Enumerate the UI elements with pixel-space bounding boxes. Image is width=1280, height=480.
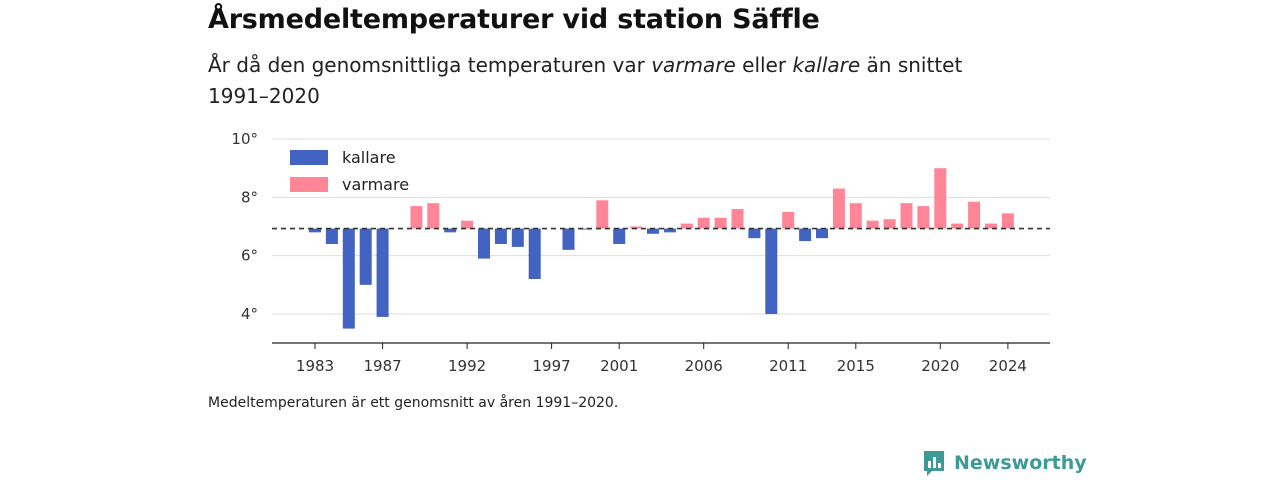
bar-1984 <box>325 228 338 244</box>
bar-2013 <box>816 228 828 239</box>
bar-2018 <box>900 203 913 229</box>
x-tick-label: 1992 <box>448 357 486 375</box>
y-tick-label: 4° <box>241 305 258 323</box>
bar-2011 <box>782 211 795 229</box>
bar-1985 <box>342 228 355 329</box>
bars <box>309 168 1014 329</box>
bar-1989 <box>410 206 423 229</box>
x-tick-label: 1983 <box>296 357 334 375</box>
bar-2006 <box>697 217 710 229</box>
bar-2016 <box>866 220 879 229</box>
bar-1996 <box>528 228 541 279</box>
bar-2009 <box>748 228 761 239</box>
bar-1991 <box>444 228 457 233</box>
bar-2000 <box>596 200 609 229</box>
x-tick-label: 1997 <box>533 357 571 375</box>
x-tick-label: 2001 <box>600 357 638 375</box>
bar-1987 <box>376 228 389 317</box>
bar-1990 <box>427 203 440 229</box>
bar-1983 <box>309 228 321 233</box>
bar-2017 <box>883 219 896 229</box>
bar-1999 <box>579 228 592 230</box>
bar-2012 <box>799 228 812 242</box>
brand-name: Newsworthy <box>954 452 1087 474</box>
x-axis: 1983 1987 1992 1997 2001 2006 2011 2015 2020 2024 <box>296 343 1027 375</box>
bar-2014 <box>832 188 845 229</box>
bar-2005 <box>680 223 693 229</box>
bar-2023 <box>985 223 997 229</box>
temperature-bar-chart: 4° 6° 8° 10° 1983 1987 1992 1997 2001 2006 2011 20… <box>231 130 1050 375</box>
bar-1995 <box>511 228 524 247</box>
bar-2001 <box>613 228 626 244</box>
bar-2020 <box>934 168 947 229</box>
x-tick-label: 2015 <box>837 357 875 375</box>
x-tick-label: 2024 <box>989 357 1027 375</box>
bar-2024 <box>1001 213 1014 229</box>
brand[interactable]: Newsworthy <box>922 448 1087 478</box>
grid-lines <box>272 138 1050 315</box>
bar-1998 <box>562 228 575 250</box>
y-tick-label: 6° <box>241 247 258 265</box>
bar-2019 <box>917 206 930 229</box>
bar-2015 <box>849 203 862 229</box>
y-tick-label: 10° <box>231 130 258 148</box>
legend-swatch-varmare <box>290 177 328 192</box>
y-axis: 4° 6° 8° 10° <box>231 130 258 323</box>
subtitle-text-mid: eller <box>735 53 793 77</box>
legend-label-varmare: varmare <box>342 175 409 194</box>
subtitle-warm-word: varmare <box>651 53 736 77</box>
legend-label-kallare: kallare <box>342 148 396 167</box>
bar-2008 <box>731 209 744 229</box>
bar-2010 <box>765 228 778 314</box>
subtitle-text-pre: År då den genomsnittliga temperaturen va… <box>208 53 652 77</box>
bar-1993 <box>478 228 490 259</box>
bar-2021 <box>951 223 964 229</box>
legend: kallare varmare <box>290 148 409 194</box>
bar-2002 <box>630 226 643 229</box>
bar-2003 <box>647 228 659 234</box>
subtitle-text-post: än snittet 1991–2020 <box>208 53 963 108</box>
chart-subtitle: År då den genomsnittliga temperaturen va… <box>208 50 1028 112</box>
bar-1992 <box>461 220 474 229</box>
y-tick-label: 8° <box>241 188 258 206</box>
bar-2007 <box>714 217 727 229</box>
bar-1994 <box>494 228 507 244</box>
bar-2022 <box>968 201 981 229</box>
x-tick-label: 2020 <box>921 357 959 375</box>
x-tick-label: 2011 <box>769 357 807 375</box>
footnote: Medeltemperaturen är ett genomsnitt av å… <box>208 395 619 411</box>
bar-2004 <box>663 228 676 233</box>
legend-swatch-kallare <box>290 150 328 165</box>
bar-1986 <box>359 228 372 285</box>
x-tick-label: 1987 <box>364 357 402 375</box>
subtitle-cold-word: kallare <box>792 53 861 77</box>
chart-title: Årsmedeltemperaturer vid station Säffle <box>208 4 820 35</box>
x-tick-label: 2006 <box>685 357 723 375</box>
newsworthy-logo-icon <box>924 451 944 476</box>
